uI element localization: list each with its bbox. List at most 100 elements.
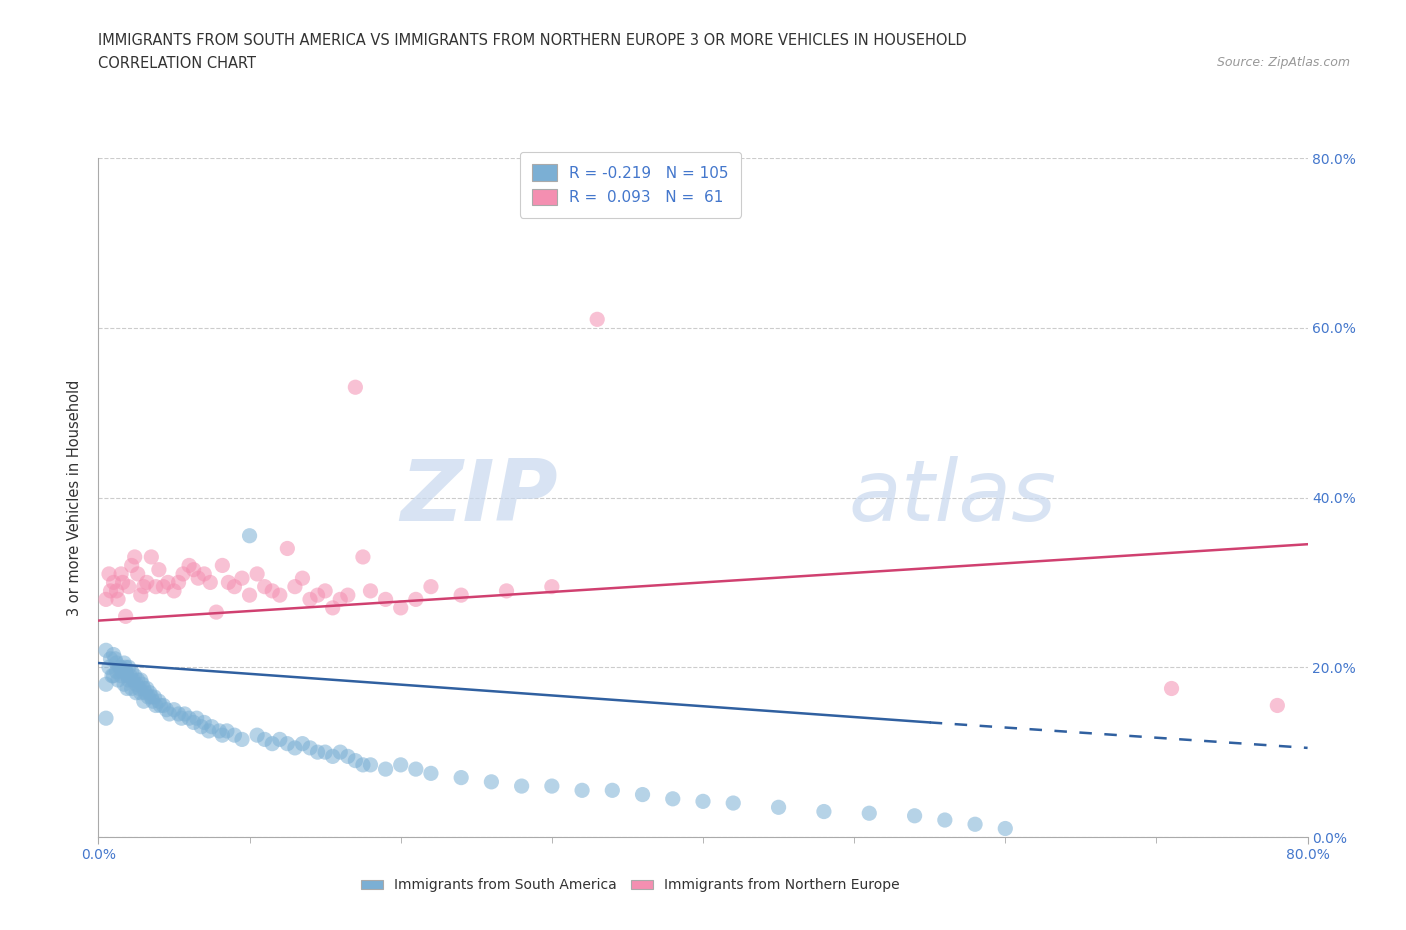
Point <box>360 757 382 772</box>
Point <box>253 579 276 594</box>
Point <box>344 379 367 394</box>
Point <box>215 724 238 738</box>
Point <box>314 745 336 760</box>
Point <box>167 707 190 722</box>
Point <box>299 592 322 607</box>
Point <box>858 805 880 820</box>
Point <box>141 689 163 704</box>
Point <box>148 563 170 578</box>
Point <box>190 719 212 734</box>
Point <box>420 766 443 781</box>
Point <box>253 732 276 747</box>
Point <box>170 711 193 725</box>
Point <box>115 681 138 696</box>
Point <box>179 711 201 725</box>
Point <box>481 775 503 790</box>
Point <box>314 583 336 598</box>
Point <box>129 685 152 700</box>
Point <box>101 669 124 684</box>
Point <box>120 669 142 684</box>
Point <box>124 669 146 684</box>
Point <box>111 575 134 590</box>
Point <box>115 669 138 684</box>
Text: Source: ZipAtlas.com: Source: ZipAtlas.com <box>1216 56 1350 69</box>
Point <box>197 724 219 738</box>
Point <box>965 817 987 831</box>
Point <box>262 583 284 598</box>
Point <box>139 685 162 700</box>
Point <box>211 558 233 573</box>
Point <box>239 528 262 543</box>
Point <box>1267 698 1289 713</box>
Point <box>631 787 654 802</box>
Point <box>495 583 517 598</box>
Point <box>143 689 166 704</box>
Point <box>135 575 157 590</box>
Point <box>239 588 262 603</box>
Point <box>112 656 135 671</box>
Point <box>450 588 472 603</box>
Point <box>344 753 367 768</box>
Point <box>163 702 186 717</box>
Point <box>200 575 222 590</box>
Point <box>994 821 1017 836</box>
Point <box>135 681 157 696</box>
Point <box>211 727 233 742</box>
Point <box>276 737 298 751</box>
Point <box>94 711 117 725</box>
Point <box>284 579 307 594</box>
Text: CORRELATION CHART: CORRELATION CHART <box>98 56 256 71</box>
Point <box>269 732 291 747</box>
Point <box>173 707 195 722</box>
Point <box>571 783 593 798</box>
Point <box>107 672 129 687</box>
Point <box>105 656 128 671</box>
Point <box>205 604 228 619</box>
Point <box>94 677 117 692</box>
Point <box>98 660 121 675</box>
Text: ZIP: ZIP <box>401 456 558 539</box>
Point <box>121 558 143 573</box>
Point <box>136 689 159 704</box>
Point <box>262 737 284 751</box>
Point <box>193 566 215 581</box>
Point <box>246 727 269 742</box>
Point <box>100 651 122 666</box>
Point <box>114 660 136 675</box>
Point <box>389 601 412 616</box>
Point <box>299 740 322 755</box>
Point <box>276 541 298 556</box>
Point <box>118 672 141 687</box>
Point <box>134 685 156 700</box>
Point <box>167 575 190 590</box>
Point <box>450 770 472 785</box>
Point <box>110 669 132 684</box>
Point <box>155 702 177 717</box>
Point <box>159 707 181 722</box>
Point <box>127 672 149 687</box>
Point <box>322 749 344 764</box>
Point <box>94 592 117 607</box>
Point <box>111 664 134 679</box>
Point <box>540 579 562 594</box>
Point <box>148 694 170 709</box>
Point <box>149 698 172 713</box>
Point <box>374 592 396 607</box>
Point <box>224 727 246 742</box>
Point <box>110 566 132 581</box>
Point <box>104 651 127 666</box>
Point <box>322 601 344 616</box>
Point <box>110 660 132 675</box>
Point <box>540 778 562 793</box>
Point <box>121 681 143 696</box>
Point <box>156 575 179 590</box>
Point <box>389 757 412 772</box>
Point <box>405 592 427 607</box>
Point <box>336 749 359 764</box>
Point <box>187 571 209 586</box>
Point <box>124 550 146 565</box>
Point <box>510 778 533 793</box>
Point <box>125 685 148 700</box>
Point <box>1160 681 1182 696</box>
Point <box>291 571 314 586</box>
